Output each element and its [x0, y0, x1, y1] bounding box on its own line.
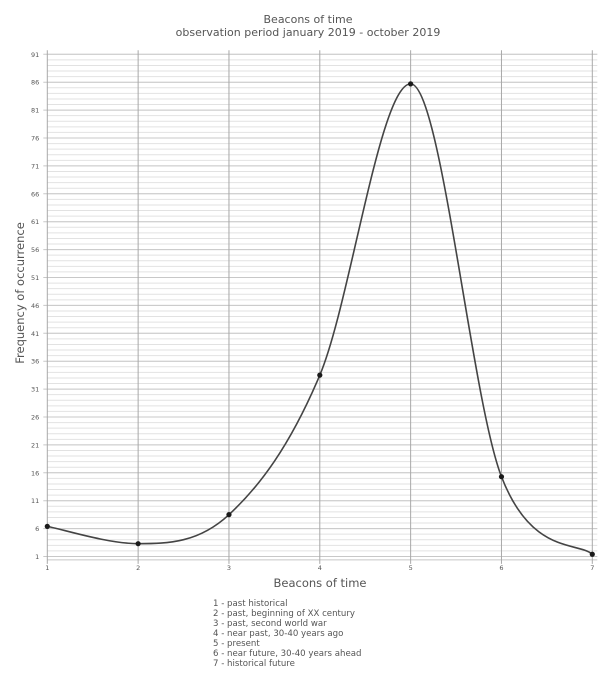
legend-item: 4 - near past, 30-40 years ago: [213, 629, 344, 639]
data-point-marker: [226, 512, 232, 518]
y-tick-label: 51: [31, 274, 39, 282]
x-tick-label: 2: [136, 564, 140, 572]
y-tick-label: 11: [31, 497, 39, 505]
data-point-marker: [408, 81, 414, 87]
x-tick-label: 4: [318, 564, 322, 572]
y-tick-label: 6: [35, 525, 39, 533]
chart-subtitle: observation period january 2019 - octobe…: [175, 26, 441, 39]
y-tick-label: 56: [31, 246, 39, 254]
legend-item: 5 - present: [213, 639, 260, 649]
data-point-marker: [44, 523, 50, 529]
legend: 1 - past historical 2 - past, beginning o…: [213, 599, 362, 669]
y-tick-label: 61: [31, 218, 39, 226]
y-tick-label: 86: [31, 79, 39, 87]
data-markers: [44, 81, 595, 557]
legend-item: 1 - past historical: [213, 599, 288, 609]
y-tick-label: 91: [31, 51, 39, 59]
major-gridlines: [43, 50, 598, 564]
y-tick-label: 46: [31, 302, 39, 310]
legend-item: 3 - past, second world war: [213, 619, 327, 629]
x-axis-label: Beacons of time: [273, 576, 366, 590]
data-point-marker: [317, 372, 323, 378]
chart-title: Beacons of time: [263, 13, 353, 26]
data-point-marker: [589, 551, 595, 557]
x-tick-label: 6: [499, 564, 503, 572]
x-tick-label: 7: [590, 564, 594, 572]
legend-item: 7 - historical future: [213, 659, 295, 669]
y-tick-label: 1: [35, 553, 39, 561]
y-tick-label: 71: [31, 162, 39, 170]
y-tick-label: 76: [31, 135, 39, 143]
y-tick-label: 66: [31, 190, 39, 198]
y-tick-label: 16: [31, 469, 39, 477]
legend-item: 2 - past, beginning of XX century: [213, 609, 355, 619]
x-tick-label: 5: [409, 564, 413, 572]
data-point-marker: [498, 474, 505, 480]
y-tick-label: 41: [31, 330, 39, 338]
data-line: [47, 83, 593, 555]
y-tick-label: 26: [31, 414, 39, 422]
y-tick-label: 31: [31, 386, 39, 394]
y-tick-label: 21: [31, 441, 39, 449]
y-tick-label: 81: [31, 107, 39, 115]
y-axis-label: Frequency of occurrence: [13, 222, 27, 364]
x-tick-label: 1: [45, 564, 49, 572]
minor-gridlines: [47, 53, 598, 561]
legend-item: 6 - near future, 30-40 years ahead: [213, 649, 362, 659]
x-tick-label: 3: [227, 564, 231, 572]
x-axis-ticks: 1 2 3 4 5 6 7: [45, 564, 594, 572]
data-point-marker: [135, 541, 141, 547]
y-tick-label: 36: [31, 358, 39, 366]
